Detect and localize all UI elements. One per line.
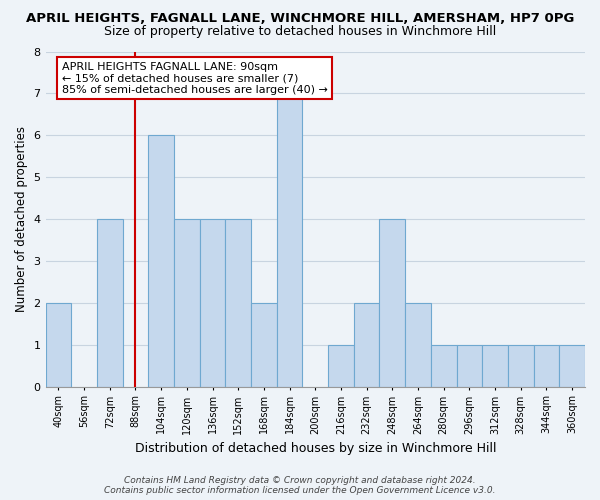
Bar	[431, 345, 457, 387]
X-axis label: Distribution of detached houses by size in Winchmore Hill: Distribution of detached houses by size …	[134, 442, 496, 455]
Bar	[559, 345, 585, 387]
Bar	[200, 219, 226, 386]
Bar	[277, 94, 302, 387]
Bar	[482, 345, 508, 387]
Bar	[251, 303, 277, 386]
Bar	[148, 136, 174, 386]
Bar	[457, 345, 482, 387]
Bar	[226, 219, 251, 386]
Bar	[354, 303, 379, 386]
Bar	[46, 303, 71, 386]
Bar	[533, 345, 559, 387]
Text: Contains HM Land Registry data © Crown copyright and database right 2024.
Contai: Contains HM Land Registry data © Crown c…	[104, 476, 496, 495]
Bar	[508, 345, 533, 387]
Bar	[379, 219, 405, 386]
Bar	[174, 219, 200, 386]
Y-axis label: Number of detached properties: Number of detached properties	[15, 126, 28, 312]
Text: Size of property relative to detached houses in Winchmore Hill: Size of property relative to detached ho…	[104, 25, 496, 38]
Bar	[328, 345, 354, 387]
Text: APRIL HEIGHTS FAGNALL LANE: 90sqm
← 15% of detached houses are smaller (7)
85% o: APRIL HEIGHTS FAGNALL LANE: 90sqm ← 15% …	[62, 62, 328, 95]
Text: APRIL HEIGHTS, FAGNALL LANE, WINCHMORE HILL, AMERSHAM, HP7 0PG: APRIL HEIGHTS, FAGNALL LANE, WINCHMORE H…	[26, 12, 574, 26]
Bar	[405, 303, 431, 386]
Bar	[97, 219, 122, 386]
